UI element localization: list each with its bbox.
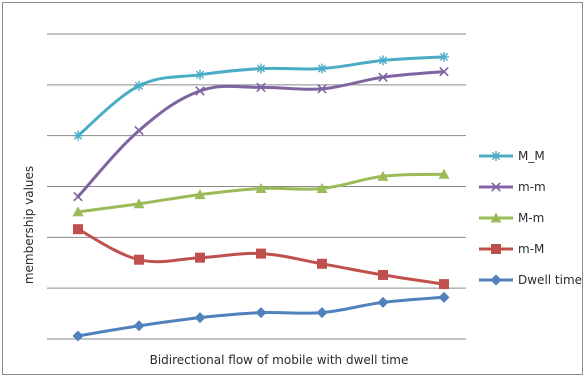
data-point-dwell-time-7 bbox=[438, 291, 450, 303]
data-point-m-m-5 bbox=[317, 63, 327, 74]
legend-item-m-m: m-M bbox=[479, 242, 544, 256]
line-chart: M_M m-m M-m m-M Dwell time Bidirectional flo… bbox=[22, 33, 582, 367]
data-point-m-m-5 bbox=[316, 183, 328, 194]
data-point-m-m-3 bbox=[194, 189, 206, 200]
legend: M_M m-m M-m m-M Dwell time bbox=[479, 149, 582, 287]
legend-marker-m-m bbox=[491, 244, 501, 254]
data-point-m-m-3 bbox=[195, 252, 205, 263]
data-point-m-m-2 bbox=[134, 125, 144, 136]
series-m-m bbox=[73, 51, 449, 141]
data-point-m-m-7 bbox=[439, 51, 449, 62]
data-point-dwell-time-5 bbox=[316, 307, 328, 319]
legend-item-m-m: m-m bbox=[479, 180, 546, 194]
legend-marker-m-m bbox=[491, 151, 501, 161]
legend-label-m-m: M-m bbox=[518, 211, 544, 225]
legend-item-m-m: M-m bbox=[479, 211, 544, 225]
data-point-m-m-4 bbox=[256, 248, 266, 259]
legend-label-m-m: m-m bbox=[518, 180, 546, 194]
data-point-m-m-4 bbox=[256, 63, 266, 74]
data-point-m-m-4 bbox=[256, 82, 266, 93]
series-m-m bbox=[73, 66, 449, 202]
x-axis-label: Bidirectional flow of mobile with dwell … bbox=[150, 353, 409, 367]
data-point-m-m-5 bbox=[317, 84, 327, 94]
data-point-m-m-6 bbox=[378, 55, 388, 66]
legend-marker-m-m bbox=[490, 212, 502, 223]
data-point-m-m-7 bbox=[439, 66, 449, 77]
data-point-dwell-time-4 bbox=[255, 307, 267, 319]
data-point-dwell-time-2 bbox=[133, 320, 145, 332]
data-point-m-m-1 bbox=[73, 224, 83, 235]
data-point-m-m-4 bbox=[255, 183, 267, 194]
chart-frame: M_M m-m M-m m-M Dwell time Bidirectional flo… bbox=[2, 2, 583, 375]
legend-label-m-m: m-M bbox=[518, 242, 544, 256]
y-axis-label: membership values bbox=[22, 166, 36, 284]
data-point-m-m-5 bbox=[317, 258, 327, 269]
series-m-m bbox=[73, 224, 449, 290]
legend-marker-m-m bbox=[491, 182, 501, 192]
data-point-m-m-1 bbox=[73, 191, 83, 202]
series-dwell-time bbox=[72, 291, 450, 342]
legend-item-dwell-time: Dwell time bbox=[479, 273, 582, 287]
data-point-m-m-3 bbox=[195, 86, 205, 96]
gridlines bbox=[47, 33, 466, 340]
series-lines bbox=[72, 51, 450, 342]
data-point-m-m-1 bbox=[72, 206, 84, 217]
data-point-dwell-time-6 bbox=[377, 296, 389, 308]
legend-item-m-m: M_M bbox=[479, 149, 545, 163]
legend-label-m-m: M_M bbox=[518, 149, 545, 163]
series-m-m bbox=[72, 168, 450, 217]
data-point-m-m-2 bbox=[134, 80, 144, 91]
data-point-m-m-7 bbox=[439, 279, 449, 290]
data-point-m-m-7 bbox=[438, 168, 450, 179]
data-point-dwell-time-3 bbox=[194, 312, 206, 324]
series-line-m-m bbox=[76, 172, 446, 214]
data-point-m-m-3 bbox=[195, 69, 205, 80]
data-point-m-m-1 bbox=[73, 130, 83, 141]
data-point-dwell-time-1 bbox=[72, 330, 84, 342]
data-point-m-m-6 bbox=[377, 170, 389, 181]
data-point-m-m-2 bbox=[134, 254, 144, 265]
legend-marker-dwell-time bbox=[490, 274, 502, 286]
data-point-m-m-6 bbox=[378, 72, 388, 82]
legend-label-dwell-time: Dwell time bbox=[518, 273, 582, 287]
data-point-m-m-2 bbox=[133, 198, 145, 209]
data-point-m-m-6 bbox=[378, 269, 388, 280]
